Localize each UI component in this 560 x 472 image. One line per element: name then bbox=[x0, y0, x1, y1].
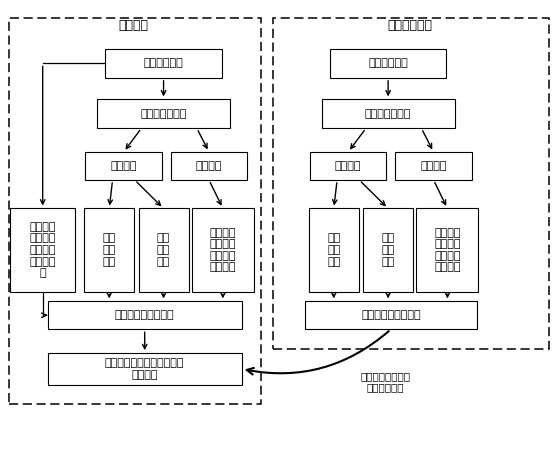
Text: 提取能反
映猪肉细
菌含量的
特征变量: 提取能反 映猪肉细 菌含量的 特征变量 bbox=[434, 228, 461, 272]
Text: 高光谱图像采集: 高光谱图像采集 bbox=[365, 109, 411, 119]
FancyBboxPatch shape bbox=[97, 99, 230, 128]
Text: 猪肉细菌总数含量的非线性
预测模型: 猪肉细菌总数含量的非线性 预测模型 bbox=[105, 358, 184, 380]
Text: 模型构建: 模型构建 bbox=[118, 19, 148, 32]
FancyBboxPatch shape bbox=[139, 209, 189, 292]
FancyBboxPatch shape bbox=[10, 209, 76, 292]
FancyBboxPatch shape bbox=[310, 152, 386, 180]
FancyBboxPatch shape bbox=[309, 209, 359, 292]
Text: 纹理
特征
变量: 纹理 特征 变量 bbox=[157, 233, 170, 267]
FancyBboxPatch shape bbox=[48, 353, 242, 385]
FancyBboxPatch shape bbox=[305, 301, 477, 329]
FancyBboxPatch shape bbox=[330, 49, 446, 78]
FancyBboxPatch shape bbox=[417, 209, 478, 292]
Text: 高光谱图像采集: 高光谱图像采集 bbox=[141, 109, 186, 119]
FancyBboxPatch shape bbox=[85, 209, 134, 292]
Text: 特征变量融合与筛选: 特征变量融合与筛选 bbox=[115, 310, 175, 320]
Text: 光谱信息: 光谱信息 bbox=[421, 161, 447, 171]
Text: 代入模型预测样本
细菌总数含量: 代入模型预测样本 细菌总数含量 bbox=[360, 371, 410, 392]
Text: 颜色
特征
变量: 颜色 特征 变量 bbox=[102, 233, 116, 267]
FancyBboxPatch shape bbox=[395, 152, 472, 180]
FancyBboxPatch shape bbox=[192, 209, 254, 292]
Text: 未知样本预测: 未知样本预测 bbox=[388, 19, 433, 32]
Text: 训练猪肉样本: 训练猪肉样本 bbox=[368, 59, 408, 68]
Text: 图像信息: 图像信息 bbox=[335, 161, 361, 171]
Text: 平板菌落
计数法测
定猪肉细
菌总数含
量: 平板菌落 计数法测 定猪肉细 菌总数含 量 bbox=[30, 222, 56, 278]
FancyBboxPatch shape bbox=[48, 301, 242, 329]
FancyBboxPatch shape bbox=[363, 209, 413, 292]
FancyBboxPatch shape bbox=[85, 152, 162, 180]
Text: 特征变量融合与筛选: 特征变量融合与筛选 bbox=[361, 310, 421, 320]
Text: 纹理
特征
变量: 纹理 特征 变量 bbox=[381, 233, 395, 267]
FancyBboxPatch shape bbox=[321, 99, 455, 128]
Text: 颜色
特征
变量: 颜色 特征 变量 bbox=[327, 233, 340, 267]
Text: 光谱信息: 光谱信息 bbox=[196, 161, 222, 171]
FancyBboxPatch shape bbox=[105, 49, 222, 78]
FancyBboxPatch shape bbox=[171, 152, 248, 180]
Text: 图像信息: 图像信息 bbox=[110, 161, 137, 171]
Text: 训练猪肉样本: 训练猪肉样本 bbox=[144, 59, 184, 68]
Text: 提取能反
映猪肉细
菌含量的
特征变量: 提取能反 映猪肉细 菌含量的 特征变量 bbox=[209, 228, 236, 272]
